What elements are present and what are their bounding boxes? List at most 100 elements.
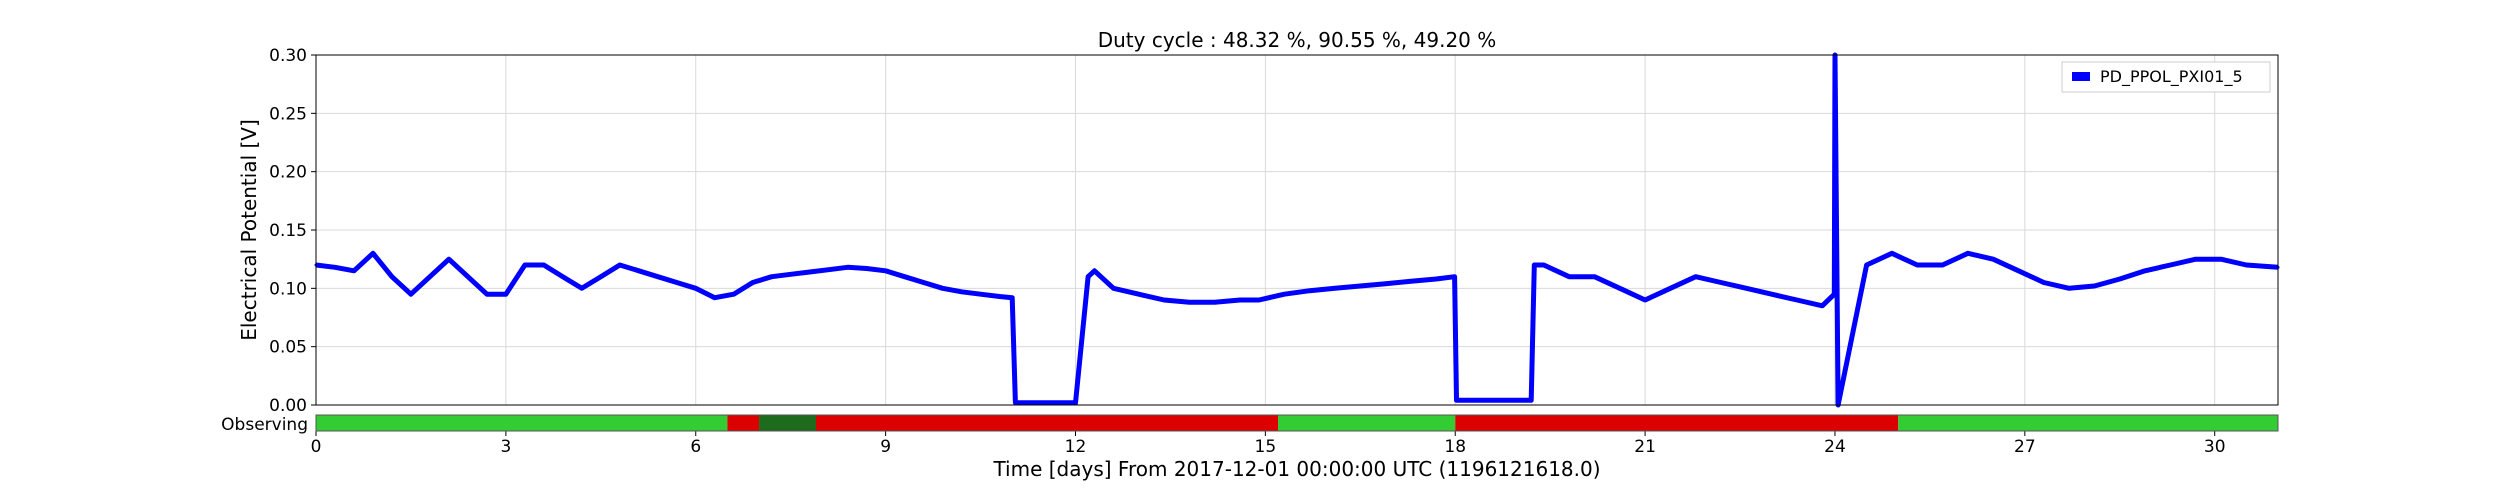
data-point bbox=[428, 275, 432, 279]
data-point bbox=[1532, 263, 1536, 267]
data-point bbox=[1832, 292, 1836, 296]
data-point bbox=[865, 267, 869, 270]
data-point bbox=[1238, 298, 1242, 302]
legend-swatch bbox=[2072, 72, 2090, 81]
data-point bbox=[1915, 263, 1919, 267]
data-point bbox=[1485, 398, 1489, 402]
data-point bbox=[371, 251, 375, 255]
series-line bbox=[315, 52, 2279, 408]
data-point bbox=[618, 263, 622, 267]
x-tick-label: 3 bbox=[500, 437, 511, 457]
data-point bbox=[523, 263, 527, 267]
data-point bbox=[2118, 277, 2122, 281]
data-point bbox=[1282, 292, 1286, 296]
y-axis-ticks: 0.00 0.05 0.10 0.15 0.20 0.25 0.30 bbox=[269, 46, 316, 416]
segment-band bbox=[1898, 415, 2278, 431]
x-tick-label: 0 bbox=[311, 437, 322, 457]
data-point bbox=[1941, 263, 1945, 267]
data-point bbox=[447, 257, 451, 261]
data-point bbox=[390, 275, 394, 279]
legend-box bbox=[2061, 61, 2271, 93]
segment-band bbox=[1455, 415, 1899, 431]
data-point bbox=[1111, 286, 1115, 290]
data-point bbox=[1795, 298, 1799, 302]
x-axis-ticks: 0 3 6 9 12 15 18 21 24 27 30 bbox=[311, 431, 2226, 457]
data-point bbox=[941, 286, 945, 290]
data-point bbox=[485, 292, 489, 296]
data-point bbox=[1694, 275, 1698, 279]
y-tick-label: 0.00 bbox=[269, 396, 307, 416]
data-point bbox=[2092, 284, 2096, 288]
data-point bbox=[637, 269, 641, 273]
data-point bbox=[1092, 269, 1096, 273]
data-point bbox=[333, 265, 337, 269]
x-tick-label: 12 bbox=[1065, 437, 1087, 457]
data-point bbox=[1187, 300, 1191, 304]
data-point bbox=[732, 292, 736, 296]
data-point bbox=[1517, 398, 1521, 402]
data-point bbox=[1048, 401, 1052, 405]
data-point bbox=[1434, 277, 1438, 281]
data-point bbox=[979, 292, 983, 296]
legend-series-name: PD_PPOL_PXI01_5 bbox=[2100, 67, 2243, 87]
segment-frame bbox=[315, 414, 2279, 432]
data-point bbox=[2168, 263, 2172, 267]
data-point bbox=[1308, 289, 1312, 293]
series-layer bbox=[314, 52, 2280, 408]
data-point bbox=[1618, 286, 1622, 290]
data-point bbox=[2042, 281, 2046, 284]
gridlines bbox=[315, 54, 2278, 406]
y-tick-label: 0.05 bbox=[269, 338, 307, 358]
data-point bbox=[713, 296, 717, 300]
data-point bbox=[1567, 275, 1571, 279]
x-tick-label: 15 bbox=[1255, 437, 1277, 457]
y-axis-label: Electrical Potential [V] bbox=[237, 119, 261, 341]
data-point bbox=[998, 295, 1002, 298]
x-tick-label: 27 bbox=[2014, 437, 2036, 457]
data-point bbox=[770, 275, 774, 279]
x-tick-label: 6 bbox=[690, 437, 701, 457]
segment-band bbox=[727, 415, 760, 431]
data-point bbox=[1991, 257, 1995, 261]
data-point bbox=[1592, 275, 1596, 279]
data-point bbox=[922, 281, 926, 284]
x-tick-label: 21 bbox=[1634, 437, 1656, 457]
data-point bbox=[1013, 401, 1017, 405]
legend: PD_PPOL_PXI01_5 bbox=[2061, 61, 2271, 93]
x-tick-label: 9 bbox=[880, 437, 891, 457]
data-point bbox=[1023, 401, 1027, 405]
data-point bbox=[1257, 298, 1261, 302]
data-point bbox=[1643, 298, 1647, 302]
data-point bbox=[2017, 269, 2021, 273]
chart-title: Duty cycle : 48.32 %, 90.55 %, 49.20 % bbox=[1098, 28, 1497, 52]
x-tick-label: 18 bbox=[1444, 437, 1466, 457]
data-point bbox=[675, 281, 679, 284]
data-point bbox=[1333, 286, 1337, 290]
data-point bbox=[1010, 296, 1014, 300]
data-point bbox=[1820, 304, 1824, 308]
x-tick-label: 24 bbox=[1824, 437, 1846, 457]
data-point bbox=[694, 286, 698, 290]
data-point bbox=[656, 275, 660, 279]
data-point bbox=[2067, 286, 2071, 290]
data-point bbox=[884, 269, 888, 273]
data-point bbox=[1719, 281, 1723, 284]
segment-band bbox=[815, 415, 1279, 431]
data-point bbox=[1865, 263, 1869, 267]
y-tick-label: 0.10 bbox=[269, 279, 307, 299]
data-point bbox=[1744, 286, 1748, 290]
data-point bbox=[504, 292, 508, 296]
data-point bbox=[1384, 282, 1388, 286]
segment-band bbox=[1278, 415, 1456, 431]
data-point bbox=[561, 275, 565, 279]
data-point bbox=[409, 292, 413, 296]
data-point bbox=[751, 281, 755, 284]
data-point bbox=[827, 268, 831, 272]
data-point bbox=[2194, 257, 2198, 261]
data-point bbox=[808, 270, 812, 274]
segment-band bbox=[316, 415, 728, 431]
data-point bbox=[1213, 300, 1217, 304]
observing-segments bbox=[316, 415, 2278, 431]
y-tick-label: 0.15 bbox=[269, 221, 307, 241]
data-point bbox=[1358, 284, 1362, 288]
